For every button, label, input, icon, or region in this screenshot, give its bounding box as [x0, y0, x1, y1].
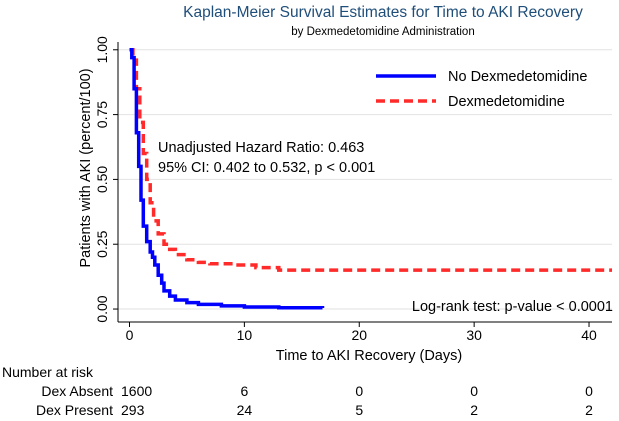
series-line-dex [129, 48, 612, 272]
x-tick-label-2: 20 [351, 327, 367, 343]
risk-table-heading: Number at risk [2, 364, 94, 380]
legend: No Dexmedetomidine Dexmedetomidine [376, 69, 587, 110]
series-group [129, 48, 612, 310]
chart-title: Kaplan-Meier Survival Estimates for Time… [183, 4, 583, 21]
risk-value-0-0: 1600 [121, 383, 152, 399]
y-axis-label: Patients with AKI (percent/100) [78, 68, 94, 267]
ci-annotation: 95% CI: 0.402 to 0.532, p < 0.001 [158, 160, 375, 176]
risk-value-1-3: 2 [470, 402, 478, 418]
y-tick-label-2: 0.50 [94, 166, 110, 193]
gridlines [118, 49, 612, 310]
risk-value-1-2: 5 [355, 402, 363, 418]
risk-row-label-absent: Dex Absent [41, 383, 113, 399]
risk-value-0-3: 0 [470, 383, 478, 399]
plot-frame [117, 42, 612, 323]
y-axis-ticks: 0.00 0.25 0.50 0.75 1.00 [94, 36, 118, 323]
risk-value-0-2: 0 [355, 383, 363, 399]
series-line-no-dex [129, 48, 325, 310]
x-tick-label-1: 10 [237, 327, 253, 343]
x-tick-label-3: 30 [466, 327, 482, 343]
x-tick-label-0: 0 [126, 327, 134, 343]
risk-value-1-4: 2 [585, 402, 593, 418]
risk-value-0-4: 0 [585, 383, 593, 399]
risk-value-1-0: 293 [121, 402, 145, 418]
risk-table: Number at risk Dex Absent Dex Present 16… [2, 364, 593, 418]
risk-value-0-1: 6 [240, 383, 248, 399]
risk-value-1-1: 24 [237, 402, 253, 418]
y-tick-label-1: 0.25 [94, 230, 110, 257]
chart-subtitle: by Dexmedetomidine Administration [291, 26, 474, 38]
x-axis-label: Time to AKI Recovery (Days) [276, 348, 462, 364]
legend-label-no-dex: No Dexmedetomidine [448, 69, 587, 85]
risk-row-label-present: Dex Present [36, 402, 113, 418]
legend-label-dex: Dexmedetomidine [448, 94, 565, 110]
x-tick-label-4: 40 [581, 327, 597, 343]
y-tick-label-4: 1.00 [94, 36, 110, 63]
y-tick-label-0: 0.00 [94, 295, 110, 322]
logrank-annotation: Log-rank test: p-value < 0.0001 [412, 299, 613, 315]
hazard-ratio-annotation: Unadjusted Hazard Ratio: 0.463 [158, 140, 364, 156]
y-tick-label-3: 0.75 [94, 101, 110, 128]
x-axis-ticks: 0 10 20 30 40 [126, 322, 597, 343]
